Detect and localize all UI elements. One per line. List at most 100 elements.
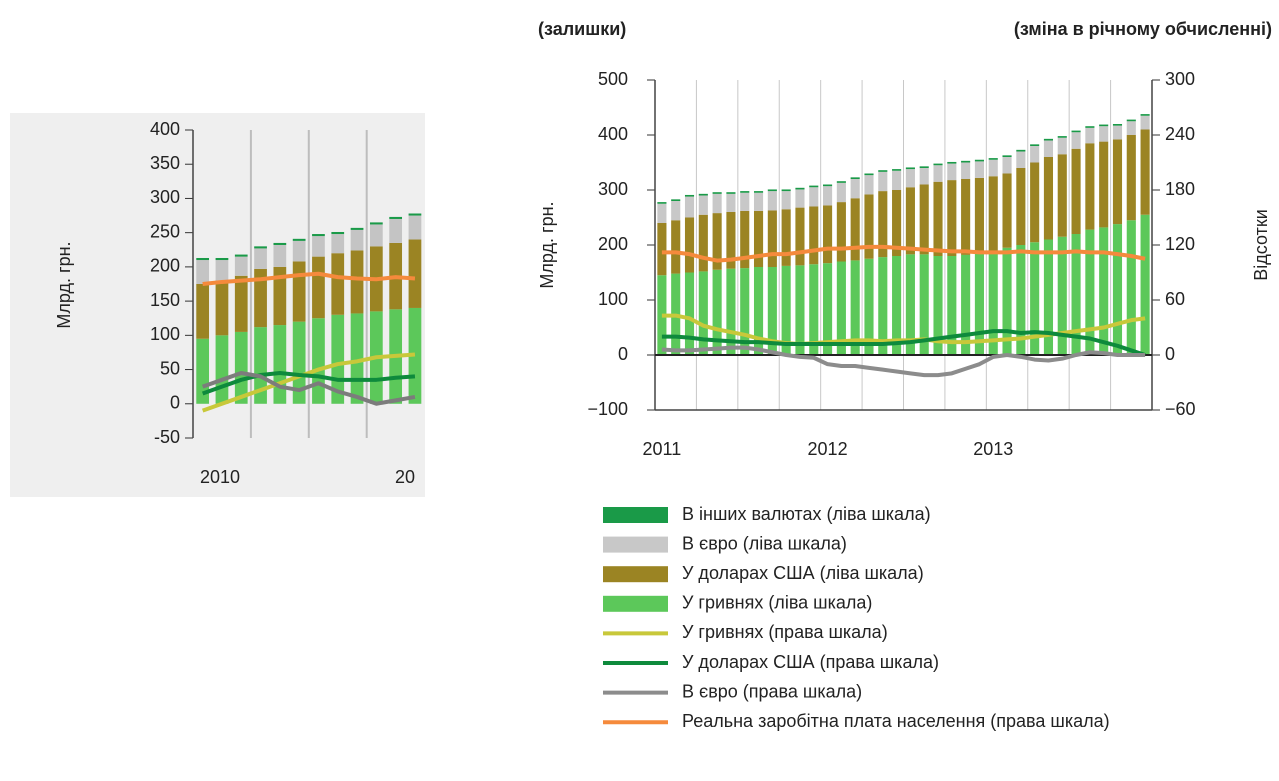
y-tick-label: 100 (150, 324, 180, 344)
legend-label: Реальна заробітна плата населення (права… (682, 711, 1110, 731)
bar-segment (1071, 132, 1081, 149)
legend-swatch (603, 507, 668, 523)
line (201, 370, 416, 406)
x-label: 2010 (200, 467, 240, 487)
bar-segment (892, 170, 902, 190)
bar-segment (292, 240, 306, 262)
bar-segment (974, 161, 984, 178)
bar-segment (809, 187, 819, 207)
bar-segment (850, 177, 860, 179)
bar-segment (836, 202, 846, 262)
bar-segment (196, 260, 210, 284)
legend-label: У гривнях (права шкала) (682, 622, 888, 642)
bar-segment (273, 266, 287, 326)
legend-swatch (603, 536, 668, 553)
y-tick-label: 300 (150, 187, 180, 207)
bar-segment (905, 167, 915, 170)
bar-segment (1140, 114, 1150, 116)
bar-segment (878, 257, 888, 355)
bar-segment (671, 220, 681, 274)
bar-segment (836, 261, 846, 355)
bar-segment (988, 159, 998, 177)
bar-segment (823, 205, 833, 264)
bar-segment (331, 253, 345, 315)
bar-segment (369, 224, 383, 247)
bar-segment (712, 213, 722, 270)
y2-tick-label: 120 (1165, 234, 1195, 254)
bar-segment (809, 206, 819, 265)
bar-segment (196, 284, 210, 339)
bar-segment (919, 166, 929, 168)
bar-segment (215, 260, 229, 281)
y-tick-label: 150 (150, 290, 180, 310)
bar-segment (905, 254, 915, 355)
y-tick-label: −100 (587, 399, 628, 419)
legend-label: В інших валютах (ліва шкала) (682, 504, 931, 524)
bar-segment (850, 260, 860, 355)
bar-segment (312, 236, 325, 257)
bar-segment (864, 173, 874, 176)
bar-segment (1112, 224, 1123, 355)
bar-segment (878, 170, 888, 172)
bar-segment (657, 202, 667, 204)
line (661, 313, 1146, 346)
y2-axis-title: Відсотки (1251, 209, 1271, 281)
bar-segment (1099, 124, 1109, 127)
bar-segment (1057, 154, 1067, 237)
bar-segment (312, 256, 325, 319)
bar-segment (726, 268, 736, 355)
line (661, 345, 1146, 378)
bar-segment (836, 182, 846, 203)
bar-segment (698, 271, 708, 355)
bar-segment (1057, 137, 1067, 155)
y-tick-label: 200 (150, 256, 180, 276)
bar-segment (892, 256, 902, 355)
bar-segment (1112, 124, 1123, 126)
x-label: 2012 (808, 439, 848, 459)
y-tick-label: 500 (598, 69, 628, 89)
legend-swatch (603, 595, 668, 612)
bar-segment (864, 194, 874, 259)
bar-segment (234, 256, 248, 276)
bar-segment (740, 192, 750, 211)
bar-segment (1099, 126, 1109, 142)
bar-segment (919, 254, 929, 355)
bar-segment (1030, 242, 1040, 355)
bar-segment (671, 201, 681, 221)
legend-label: В євро (ліва шкала) (682, 533, 847, 553)
bar-segment (1057, 136, 1067, 138)
bar-segment (234, 254, 248, 257)
bar-segment (740, 191, 750, 193)
bar-segment (961, 254, 971, 355)
bar-segment (684, 217, 695, 273)
bar-segment (795, 207, 805, 266)
bar-segment (1071, 130, 1081, 133)
bar-segment (408, 239, 422, 308)
bar-segment (1043, 140, 1054, 157)
bar-segment (254, 248, 267, 269)
y-tick-label: 100 (598, 289, 628, 309)
bar-segment (1099, 227, 1109, 355)
bar-segment (740, 210, 750, 269)
x-label: 2011 (643, 439, 682, 459)
y-tick-label: 0 (618, 344, 628, 364)
y-tick-label: 50 (160, 358, 180, 378)
bar-segment (919, 184, 929, 255)
x-label: 2013 (973, 439, 1013, 459)
bar-segment (1126, 135, 1136, 221)
bar-segment (740, 268, 750, 355)
bar-segment (905, 169, 915, 188)
bar-segment (823, 184, 833, 187)
legend-label: У гривнях (ліва шкала) (682, 593, 872, 613)
bar-segment (1002, 155, 1012, 157)
bar-segment (292, 261, 306, 322)
bar-segment (350, 250, 364, 314)
bar-segment (698, 214, 708, 272)
bar-segment (1043, 157, 1054, 240)
bar-segment (1002, 157, 1012, 174)
bar-segment (215, 280, 229, 336)
bar-segment (389, 216, 403, 219)
y2-tick-label: 0 (1165, 344, 1175, 364)
bar-segment (215, 257, 229, 261)
